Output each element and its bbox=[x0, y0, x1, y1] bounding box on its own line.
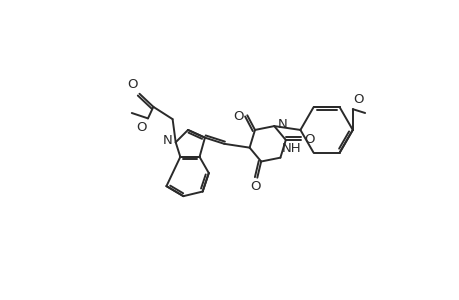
Text: O: O bbox=[232, 110, 243, 123]
Text: O: O bbox=[250, 180, 260, 193]
Text: O: O bbox=[127, 78, 138, 92]
Text: O: O bbox=[136, 121, 146, 134]
Text: O: O bbox=[353, 93, 363, 106]
Text: O: O bbox=[303, 134, 314, 146]
Text: NH: NH bbox=[281, 142, 301, 154]
Text: N: N bbox=[277, 118, 286, 131]
Text: N: N bbox=[162, 134, 172, 147]
